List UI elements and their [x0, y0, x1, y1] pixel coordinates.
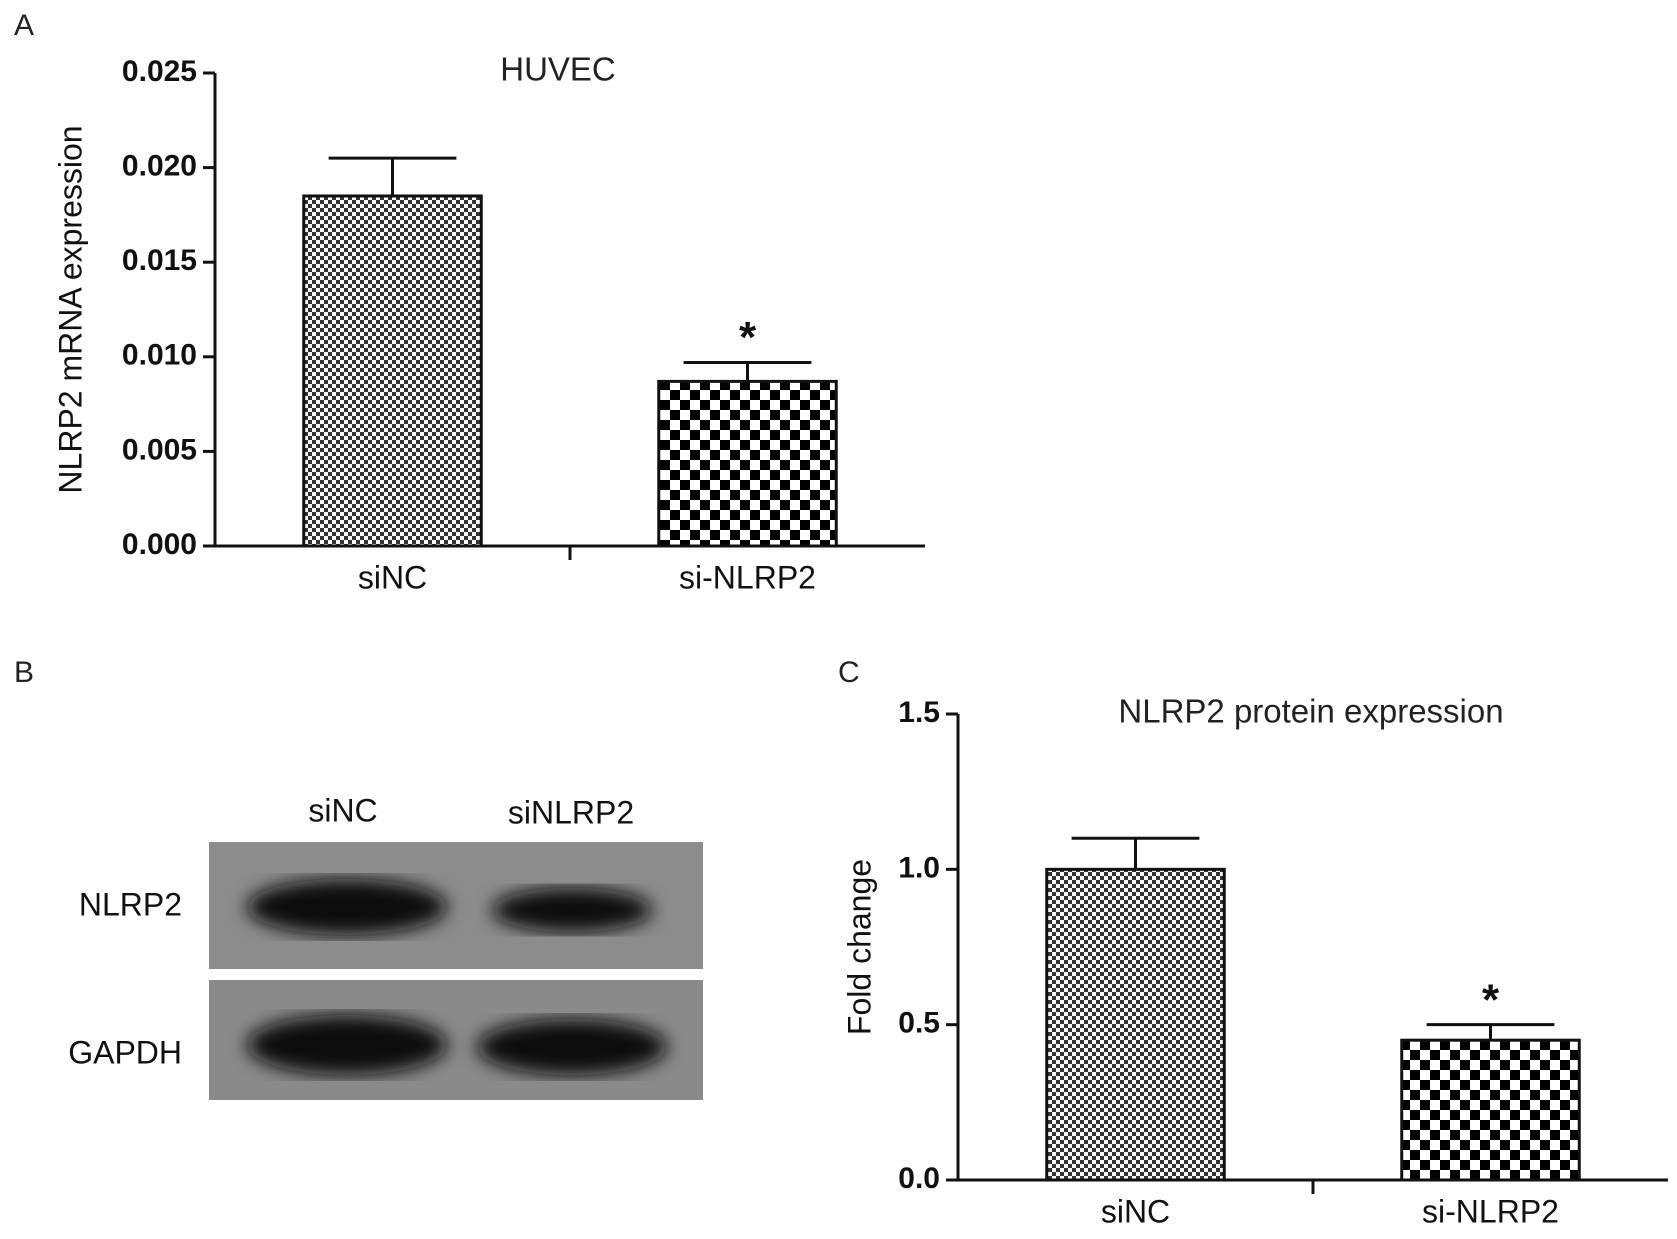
lane-label: siNC: [308, 792, 377, 828]
y-tick-label: 0.015: [122, 244, 197, 277]
x-tick-label: si-NLRP2: [679, 559, 816, 595]
y-tick-label: 1.5: [898, 696, 940, 729]
y-axis-label: NLRP2 mRNA expression: [52, 125, 88, 493]
bar: [1045, 867, 1226, 1182]
panel-letter: B: [14, 656, 34, 689]
y-tick-label: 0.020: [122, 150, 197, 183]
significance-mark: *: [739, 313, 757, 362]
significance-mark: *: [1482, 975, 1500, 1024]
y-tick-label: 0.0: [898, 1162, 940, 1195]
bar: [302, 194, 483, 548]
row-label: GAPDH: [68, 1034, 182, 1070]
chart-title: NLRP2 protein expression: [1118, 693, 1503, 730]
lane-label: siNLRP2: [508, 794, 634, 830]
y-tick-label: 1.0: [898, 851, 940, 884]
bar: [1400, 1038, 1581, 1182]
bar: [657, 379, 838, 548]
panel-letter: C: [838, 656, 860, 689]
y-axis-label: Fold change: [841, 859, 877, 1035]
row-label: NLRP2: [79, 886, 182, 922]
y-tick-label: 0.010: [122, 339, 197, 372]
y-tick-label: 0.5: [898, 1007, 940, 1040]
y-tick-label: 0.000: [122, 528, 197, 561]
x-tick-label: si-NLRP2: [1422, 1193, 1559, 1229]
x-tick-label: siNC: [358, 559, 427, 595]
y-tick-label: 0.005: [122, 433, 197, 466]
panel-letter: A: [14, 9, 34, 42]
chart-title: HUVEC: [500, 51, 616, 88]
blot-image: [209, 842, 703, 1100]
x-tick-label: siNC: [1101, 1193, 1170, 1229]
y-tick-label: 0.025: [122, 55, 197, 88]
